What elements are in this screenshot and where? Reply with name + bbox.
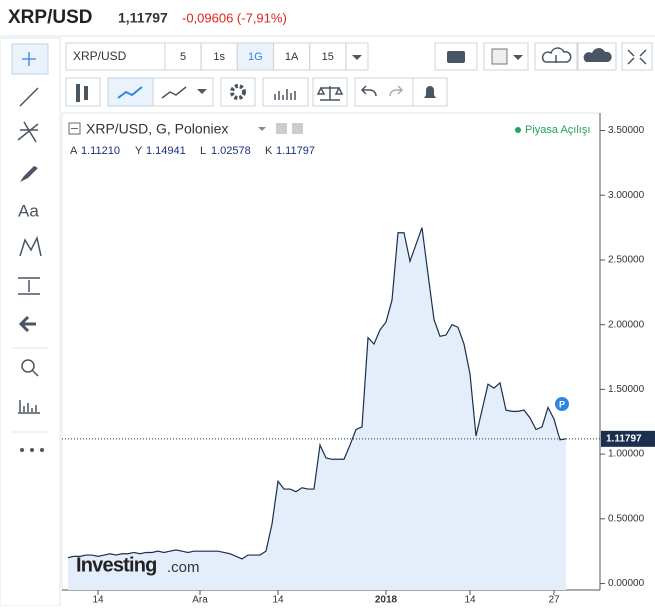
y-tick-label: 1.00000 [608, 449, 645, 460]
ohlc-value: 1.11797 [276, 145, 315, 157]
ohlc-value: 1.11210 [81, 145, 120, 157]
last-price-label: 1.11797 [606, 433, 642, 444]
symbol-input[interactable] [65, 42, 166, 71]
bell-icon [424, 86, 436, 98]
y-tick-label: 2.00000 [608, 319, 645, 330]
legend-title: XRP/USD, G, Poloniex [86, 121, 228, 137]
cloud-up-icon [583, 48, 612, 62]
indicator-icon [274, 89, 296, 100]
ohlc-key: A [70, 145, 78, 157]
ohlc-value: 1.14941 [146, 145, 186, 157]
brush-tool[interactable] [20, 166, 38, 182]
legend-dropdown[interactable] [258, 127, 266, 131]
interval-label: 1A [285, 51, 299, 63]
crosshair-icon [22, 52, 36, 66]
price: 1,11797 [118, 10, 168, 26]
fullscreen-button[interactable] [621, 42, 653, 71]
y-tick-label: 3.00000 [608, 190, 645, 201]
market-status: Piyasa Açılışı [525, 124, 590, 136]
y-tick-label: 2.50000 [608, 255, 645, 266]
alert-button[interactable] [412, 77, 448, 107]
price-change: -0,09606 (-7,91%) [182, 10, 287, 25]
zoom-handle [31, 369, 39, 377]
candle-button[interactable] [65, 77, 101, 107]
interval-label: 5 [180, 51, 186, 63]
area-icon [117, 86, 143, 99]
more-dot[interactable] [20, 448, 24, 452]
back-tool[interactable] [18, 315, 36, 333]
side-toolbar [0, 37, 61, 607]
redo-icon [389, 85, 404, 97]
y-tick-label: 3.50000 [608, 125, 645, 136]
measure-tool[interactable] [18, 277, 40, 295]
camera-icon [447, 51, 465, 63]
symbol-title: XRP/USD [8, 7, 92, 28]
interval-button[interactable] [273, 42, 311, 71]
area-button[interactable] [107, 77, 154, 107]
legend-settings[interactable] [292, 123, 303, 134]
zoom-tool[interactable] [21, 359, 35, 373]
interval-button[interactable] [309, 42, 347, 71]
ohlc-key: L [200, 145, 206, 157]
logo-suffix: .com [167, 559, 200, 576]
y-tick-label: 1.50000 [608, 384, 645, 395]
y-tick-label: 0.50000 [608, 513, 645, 524]
x-tick-label: 14 [92, 595, 104, 606]
pattern-tool[interactable] [19, 235, 42, 257]
dropdown-arrow [513, 55, 523, 60]
ohlc-key: Y [135, 145, 143, 157]
ohlc-value: 1.02578 [211, 145, 251, 157]
event-marker[interactable] [555, 397, 569, 411]
gear-icon [230, 84, 246, 100]
style-swatch [491, 48, 508, 65]
event-marker-label: P [559, 399, 565, 409]
logo: Investing [76, 554, 157, 576]
indicator-button[interactable] [262, 77, 309, 107]
x-tick-label: 2018 [375, 595, 398, 606]
x-tick-label: 14 [464, 595, 476, 606]
last-price-box [601, 430, 655, 447]
undo-icon [360, 85, 377, 97]
line-icon [161, 86, 187, 99]
measure-bars-tool[interactable] [18, 400, 40, 414]
interval-label: 1s [213, 51, 225, 63]
interval-label: 15 [322, 51, 334, 63]
dropdown-arrow [352, 55, 362, 60]
more-dot[interactable] [40, 448, 44, 452]
trendline-tool[interactable] [19, 87, 39, 107]
interval-label: 1G [248, 51, 263, 63]
candle-icon [76, 84, 88, 102]
status-dot [515, 127, 521, 133]
y-tick-label: 0.00000 [608, 578, 645, 589]
ohlc-key: K [265, 145, 273, 157]
legend-eye[interactable] [276, 123, 287, 134]
more-dot[interactable] [30, 448, 34, 452]
symbol-input-text: XRP/USD [73, 49, 127, 63]
fullscreen-icon [627, 49, 647, 65]
x-tick-label: 27 [548, 595, 560, 606]
cloud-down-icon [541, 47, 572, 63]
area-fill [68, 227, 566, 590]
x-tick-label: Ara [192, 595, 208, 606]
area-line [67, 227, 567, 560]
settings-button[interactable] [220, 77, 256, 107]
text-tool[interactable]: Aa [18, 201, 39, 220]
x-tick-label: 14 [272, 595, 284, 606]
dropdown-arrow [197, 89, 207, 94]
scale-icon [316, 86, 344, 101]
interval-button[interactable] [200, 42, 238, 71]
fib-tool[interactable] [17, 121, 39, 143]
interval-button[interactable] [236, 42, 274, 71]
